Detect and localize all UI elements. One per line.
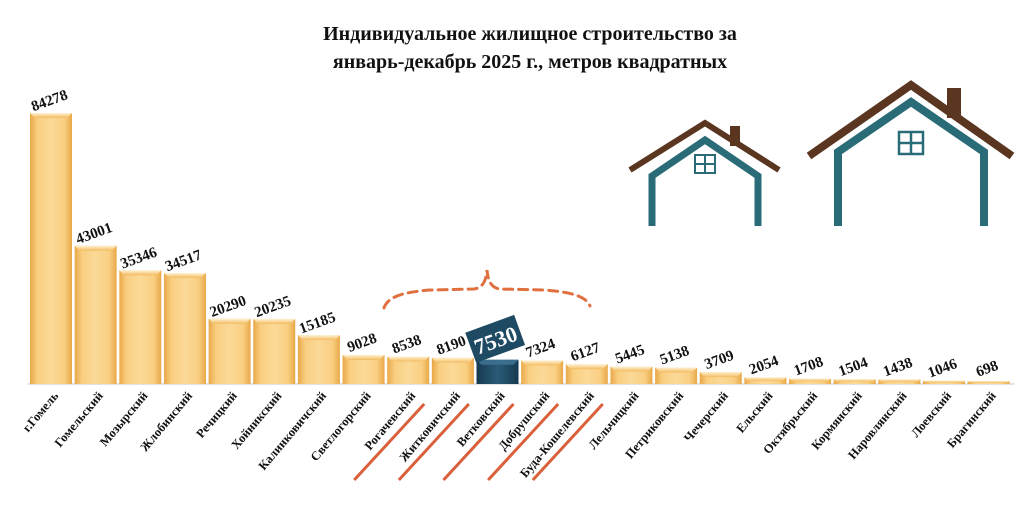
value-label-box — [465, 314, 526, 363]
category-label: Речицкий — [193, 389, 240, 441]
bar-bevel — [119, 270, 162, 276]
bar-bevel — [565, 364, 608, 370]
value-label: 8538 — [390, 332, 424, 357]
bar — [119, 270, 162, 384]
value-label: 1504 — [837, 355, 871, 380]
strike-mark — [397, 402, 470, 482]
value-label: 15185 — [297, 309, 338, 337]
value-label: 35346 — [119, 244, 160, 272]
strike-mark — [353, 402, 426, 482]
bar-bevel — [878, 379, 921, 382]
value-label: 43001 — [74, 220, 115, 248]
bar-bevel — [387, 356, 430, 362]
bar — [253, 318, 296, 384]
bar — [521, 360, 564, 384]
value-label: 1708 — [792, 354, 826, 379]
category-label: Чечерский — [681, 389, 731, 445]
house-large-icon — [806, 80, 1015, 226]
bar — [431, 357, 474, 384]
strike-mark — [442, 402, 515, 482]
value-label: 5138 — [658, 343, 692, 368]
value-label: 2054 — [747, 353, 781, 378]
chart-title: Индивидуальное жилищное строительство за… — [200, 20, 860, 76]
bar-body — [119, 270, 162, 384]
bar-bevel — [655, 367, 698, 373]
bar-bevel — [744, 377, 787, 381]
bar — [655, 367, 698, 384]
bar-bevel — [431, 357, 474, 363]
bar — [30, 113, 72, 384]
bar-body — [521, 360, 564, 384]
bar-bevel — [833, 379, 876, 382]
bar — [476, 359, 519, 384]
bar — [610, 366, 653, 384]
bar-bevel — [163, 273, 206, 279]
bar — [208, 318, 251, 384]
bar-bevel — [30, 113, 72, 118]
bars-layer — [28, 113, 1015, 385]
bar — [297, 335, 340, 384]
value-label: 5445 — [613, 342, 647, 367]
bar-body — [74, 245, 117, 384]
bar-bevel — [967, 381, 1010, 383]
bar — [74, 245, 117, 384]
value-label: 6127 — [569, 340, 603, 365]
strike-mark — [531, 402, 604, 482]
bar — [744, 377, 787, 384]
value-label: 3709 — [703, 348, 737, 373]
bar-body — [297, 335, 340, 384]
value-label: 84278 — [29, 87, 70, 115]
bar — [833, 379, 876, 384]
bar-bevel — [923, 380, 965, 383]
value-label: 8190 — [435, 333, 469, 358]
bar — [699, 372, 742, 384]
bar-bevel — [476, 359, 519, 365]
category-label: Ельский — [733, 389, 775, 436]
chart-title-line2: январь-декабрь 2025 г., метров квадратны… — [332, 51, 728, 73]
category-label: г.Гомель — [20, 389, 62, 435]
bar-body — [163, 273, 206, 384]
bar — [789, 378, 832, 384]
value-label: 698 — [974, 358, 1001, 381]
value-label: 1438 — [881, 355, 915, 380]
bar-bevel — [342, 354, 385, 360]
category-labels-layer: г.ГомельГомельскийМозырскийЖлобинскийРеч… — [20, 389, 999, 482]
bar-body — [30, 113, 72, 384]
bar — [342, 354, 385, 384]
house-small-icon — [628, 119, 781, 226]
bar — [878, 379, 921, 384]
bar-bevel — [208, 318, 251, 324]
bar-body — [699, 372, 742, 384]
value-label: 34517 — [163, 247, 204, 275]
bar — [163, 273, 206, 384]
category-label: Лоевский — [908, 389, 954, 440]
value-label: 20290 — [208, 293, 249, 321]
value-label-highlight: 7530 — [465, 314, 526, 363]
value-label: 7324 — [524, 336, 558, 361]
bar-bevel — [521, 360, 564, 366]
value-label: 20235 — [253, 293, 294, 321]
bar-bevel — [699, 372, 742, 378]
bar — [923, 380, 965, 384]
bar-bevel — [74, 245, 117, 251]
bar-bevel — [253, 318, 296, 324]
bar-body — [253, 318, 296, 384]
chart-title-line1: Индивидуальное жилищное строительство за — [323, 23, 737, 45]
value-label: 1046 — [926, 356, 960, 381]
group-brace — [382, 269, 592, 310]
bar-bevel — [297, 335, 340, 341]
bar — [565, 364, 608, 384]
value-label: 9028 — [345, 331, 379, 356]
bar-bevel — [610, 366, 653, 372]
bar-body — [208, 318, 251, 384]
bar-bevel — [789, 378, 832, 382]
bar — [967, 381, 1010, 384]
bar — [387, 356, 430, 384]
strike-mark — [487, 402, 560, 482]
